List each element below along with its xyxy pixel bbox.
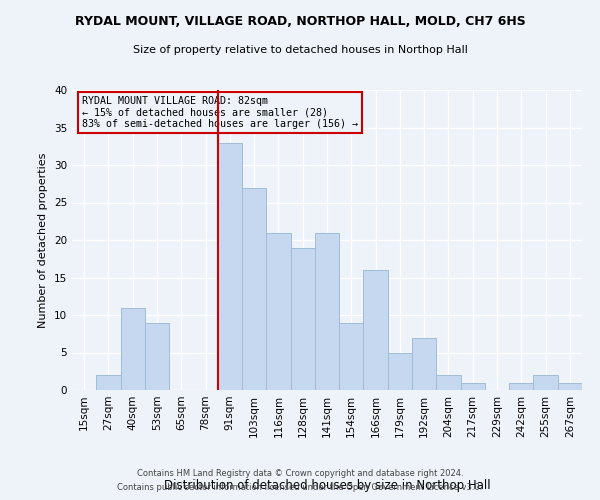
Bar: [533, 375, 558, 390]
Text: RYDAL MOUNT VILLAGE ROAD: 82sqm
← 15% of detached houses are smaller (28)
83% of: RYDAL MOUNT VILLAGE ROAD: 82sqm ← 15% of…: [82, 96, 358, 129]
Text: Contains public sector information licensed under the Open Government Licence v3: Contains public sector information licen…: [118, 484, 482, 492]
X-axis label: Distribution of detached houses by size in Northop Hall: Distribution of detached houses by size …: [164, 478, 490, 492]
Bar: [558, 382, 582, 390]
Y-axis label: Number of detached properties: Number of detached properties: [38, 152, 49, 328]
Text: Size of property relative to detached houses in Northop Hall: Size of property relative to detached ho…: [133, 45, 467, 55]
Bar: [509, 382, 533, 390]
Bar: [315, 232, 339, 390]
Bar: [242, 188, 266, 390]
Text: Contains HM Land Registry data © Crown copyright and database right 2024.: Contains HM Land Registry data © Crown c…: [137, 468, 463, 477]
Bar: [412, 338, 436, 390]
Bar: [364, 270, 388, 390]
Bar: [290, 248, 315, 390]
Bar: [388, 352, 412, 390]
Bar: [96, 375, 121, 390]
Bar: [436, 375, 461, 390]
Bar: [218, 142, 242, 390]
Bar: [339, 322, 364, 390]
Bar: [461, 382, 485, 390]
Bar: [145, 322, 169, 390]
Text: RYDAL MOUNT, VILLAGE ROAD, NORTHOP HALL, MOLD, CH7 6HS: RYDAL MOUNT, VILLAGE ROAD, NORTHOP HALL,…: [74, 15, 526, 28]
Bar: [266, 232, 290, 390]
Bar: [121, 308, 145, 390]
